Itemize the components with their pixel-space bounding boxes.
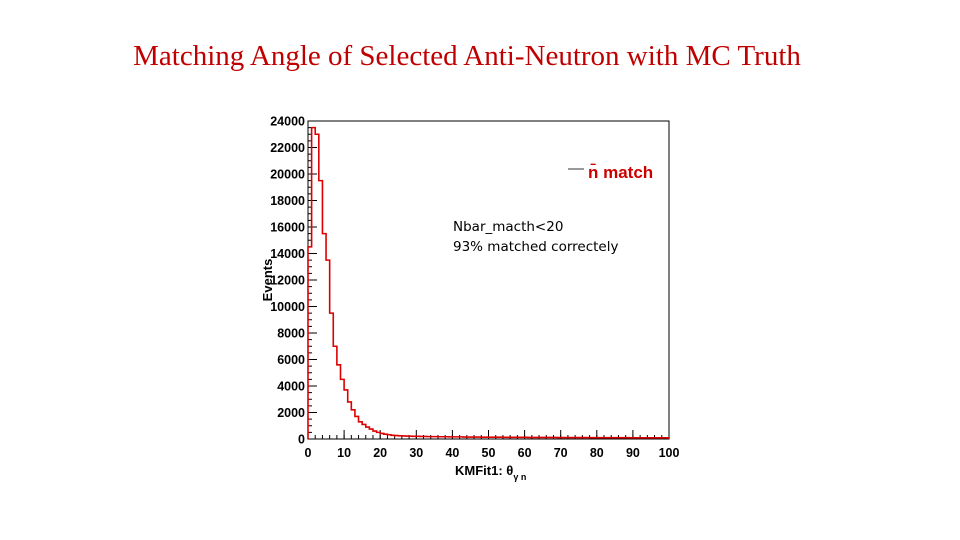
chart-annotation: Nbar_macth<20 93% matched correctely: [453, 217, 618, 257]
x-axis: 0 10 20 30 40 50 60 70 80 90 100: [305, 430, 680, 460]
x-axis-title-symbol: θ: [506, 463, 513, 478]
x-axis-title-prefix: KMFit1:: [455, 463, 506, 478]
plot-frame: [307, 120, 670, 440]
y-tick-label: 18000: [270, 194, 305, 208]
y-tick-label: 2000: [277, 406, 305, 420]
x-tick-label: 40: [445, 446, 459, 460]
slide-title: Matching Angle of Selected Anti-Neutron …: [133, 40, 801, 72]
x-tick-label: 60: [518, 446, 532, 460]
annotation-line-1: Nbar_macth<20: [453, 219, 564, 235]
y-tick-label: 4000: [277, 380, 305, 394]
y-tick-label: 20000: [270, 168, 305, 182]
histogram-chart: 0 2000 4000 6000 8000 10000 12000 14000 16000 180…: [260, 115, 680, 483]
annotation-line-2: 93% matched correctely: [453, 239, 619, 255]
y-axis-title: Events: [260, 259, 275, 302]
y-tick-label: 12000: [270, 274, 305, 288]
histogram-series-line: [307, 126, 670, 439]
y-tick-label: 24000: [270, 115, 305, 129]
x-tick-label: 80: [590, 446, 604, 460]
x-axis-title: KMFit1: θγ n: [455, 463, 526, 482]
x-tick-label: 90: [626, 446, 640, 460]
y-tick-label: 8000: [277, 327, 305, 341]
y-tick-label: 22000: [270, 141, 305, 155]
x-axis-title-subscript: γ n: [513, 472, 526, 482]
x-tick-label: 30: [409, 446, 423, 460]
y-tick-label: 6000: [277, 353, 305, 367]
x-tick-label: 20: [373, 446, 387, 460]
legend-label: n̄ match: [588, 163, 653, 182]
x-tick-label: 100: [659, 446, 680, 460]
y-tick-label: 16000: [270, 221, 305, 235]
x-tick-label: 70: [554, 446, 568, 460]
y-tick-label: 10000: [270, 300, 305, 314]
x-tick-label: 0: [305, 446, 312, 460]
y-axis: 0 2000 4000 6000 8000 10000 12000 14000 16000 180…: [270, 115, 317, 447]
y-tick-label: 0: [298, 433, 305, 447]
x-tick-label: 50: [482, 446, 496, 460]
y-tick-label: 14000: [270, 247, 305, 261]
x-tick-label: 10: [337, 446, 351, 460]
